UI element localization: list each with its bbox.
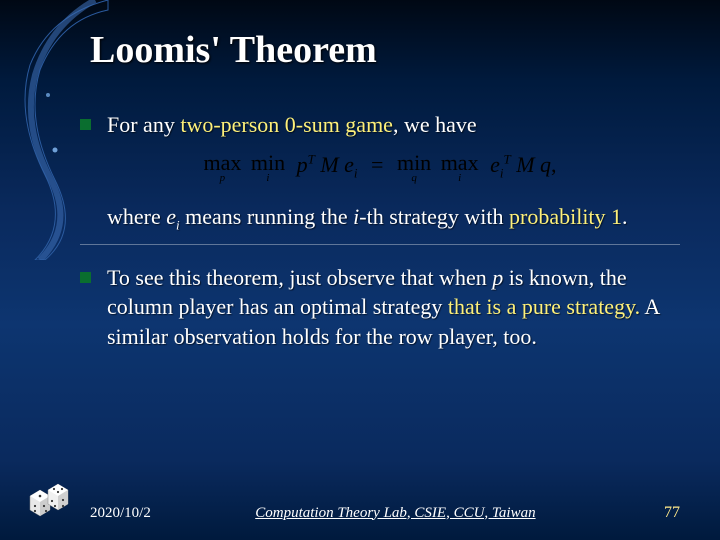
highlight-text: probability 1	[509, 204, 622, 229]
eq-equals: =	[371, 152, 383, 177]
highlight-text: that is a pure strategy.	[448, 294, 640, 319]
footer-center: Computation Theory Lab, CSIE, CCU, Taiwa…	[151, 505, 640, 522]
divider	[80, 244, 680, 245]
text: means running the	[180, 204, 354, 229]
slide: Loomis' Theorem For any two-person 0-sum…	[0, 0, 720, 540]
eq-term: pT M ei	[297, 152, 363, 177]
slide-content: For any two-person 0-sum game, we have m…	[80, 110, 680, 352]
eq-m: M	[516, 152, 534, 177]
text: To see this theorem, just observe that w…	[107, 265, 492, 290]
eq-comma: ,	[551, 152, 557, 177]
bullet-1-continuation: where ei means running the i-th strategy…	[107, 202, 680, 234]
eq-max: max	[441, 152, 479, 174]
slide-title: Loomis' Theorem	[90, 28, 680, 72]
eq-term: eiT M q,	[490, 152, 556, 177]
eq-e: e	[344, 152, 354, 177]
eq-sub-p: p	[203, 174, 241, 184]
square-bullet-icon	[80, 272, 91, 283]
eq-min: min	[251, 152, 285, 174]
bullet-item-1: For any two-person 0-sum game, we have	[80, 110, 680, 140]
eq-sup-t: T	[503, 152, 510, 167]
eq-q: q	[540, 152, 551, 177]
text: For any	[107, 112, 180, 137]
footer: 2020/10/2 Computation Theory Lab, CSIE, …	[0, 504, 720, 522]
var-e: e	[166, 204, 176, 229]
bullet-2-text: To see this theorem, just observe that w…	[107, 263, 680, 352]
square-bullet-icon	[80, 119, 91, 130]
var-p: p	[492, 265, 503, 290]
text: , we have	[393, 112, 477, 137]
text: is known,	[503, 265, 594, 290]
eq-sub-i: i	[500, 165, 504, 180]
text: where	[107, 204, 166, 229]
eq-e: e	[490, 152, 500, 177]
eq-sub-i: i	[251, 174, 285, 184]
text: .	[622, 204, 628, 229]
footer-page-number: 77	[640, 504, 680, 522]
eq-sub-i: i	[354, 165, 358, 180]
footer-date: 2020/10/2	[90, 505, 151, 522]
bullet-1-text: For any two-person 0-sum game, we have	[107, 110, 477, 140]
bullet-item-2: To see this theorem, just observe that w…	[80, 263, 680, 352]
equation: max p min i pT M ei = min q max i ei	[80, 152, 680, 184]
eq-sup-t: T	[308, 152, 315, 167]
eq-m: M	[320, 152, 338, 177]
eq-sub-q: q	[397, 174, 431, 184]
eq-max: max	[203, 152, 241, 174]
text: -th strategy with	[359, 204, 509, 229]
eq-min: min	[397, 152, 431, 174]
eq-sub-i: i	[441, 174, 479, 184]
eq-p: p	[297, 152, 308, 177]
highlight-text: two-person 0-sum game	[180, 112, 393, 137]
